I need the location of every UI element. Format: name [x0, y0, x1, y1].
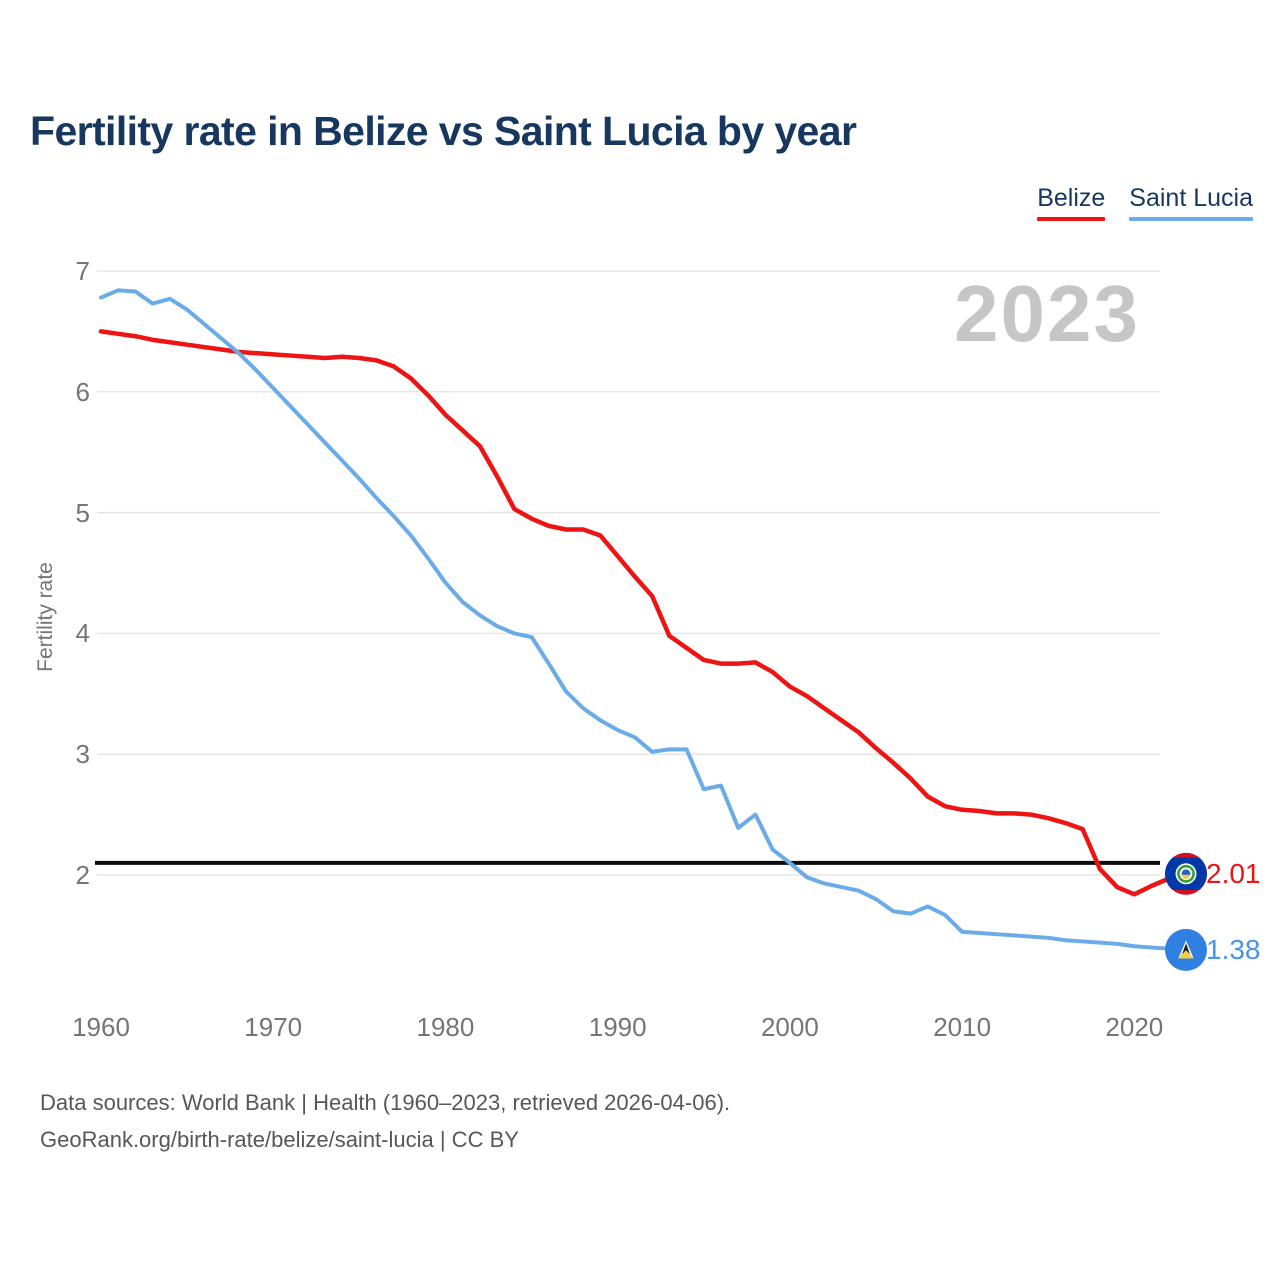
y-tick-label: 7 — [75, 256, 90, 286]
legend-label-saint-lucia: Saint Lucia — [1129, 184, 1253, 212]
x-tick-label: 1970 — [244, 1012, 303, 1042]
y-tick-label: 6 — [75, 376, 90, 407]
x-tick-label: 2020 — [1105, 1012, 1164, 1042]
attribution-text: GeoRank.org/birth-rate/belize/saint-luci… — [40, 1127, 519, 1152]
legend-item-belize[interactable]: Belize — [1037, 184, 1106, 221]
x-tick-label: 1990 — [588, 1012, 647, 1042]
x-tick-label: 2010 — [933, 1012, 992, 1042]
y-tick-label: 3 — [75, 739, 90, 770]
y-tick-label: 5 — [75, 497, 90, 528]
legend-item-saint-lucia[interactable]: Saint Lucia — [1129, 184, 1253, 221]
saint-lucia-end-value: 1.38 — [1206, 933, 1261, 965]
belize-flag-marker — [1165, 852, 1207, 895]
legend-swatch-saint-lucia — [1129, 217, 1253, 221]
x-tick-label: 2000 — [760, 1012, 819, 1042]
chart-title: Fertility rate in Belize vs Saint Lucia … — [30, 108, 857, 154]
y-tick-label: 2 — [75, 860, 90, 890]
belize-line — [98, 329, 1189, 897]
watermark-year: 2023 — [954, 269, 1140, 358]
x-tick-label: 1960 — [72, 1012, 130, 1042]
data-source-text: Data sources: World Bank | Health (1960–… — [40, 1090, 731, 1115]
legend: Belize Saint Lucia — [1037, 184, 1253, 221]
belize-end-value: 2.01 — [1206, 857, 1261, 889]
saint-lucia-line — [99, 288, 1188, 952]
y-tick-label: 4 — [75, 618, 90, 649]
legend-swatch-belize — [1037, 217, 1106, 221]
x-tick-label: 1980 — [416, 1012, 475, 1042]
legend-label-belize: Belize — [1037, 184, 1106, 212]
saint-lucia-flag-marker — [1165, 928, 1207, 971]
